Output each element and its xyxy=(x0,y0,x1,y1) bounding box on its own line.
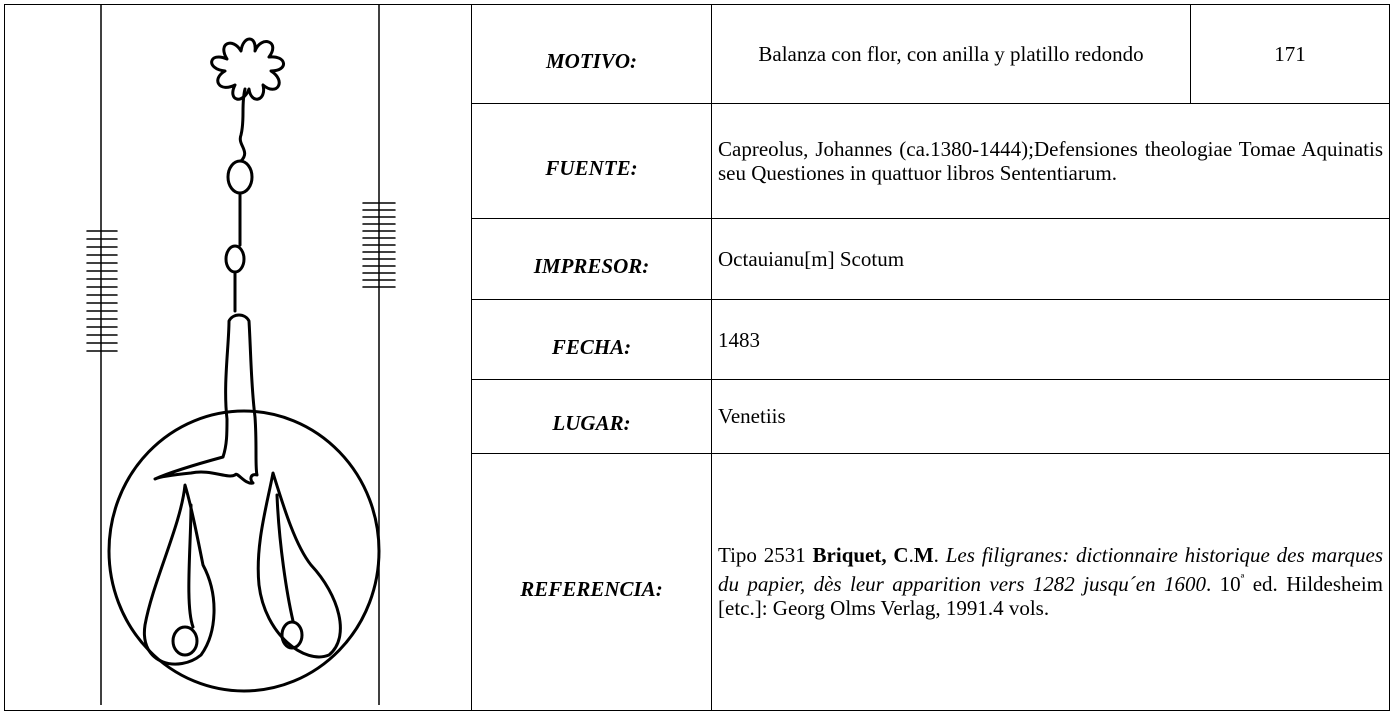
field-label: FECHA: xyxy=(471,299,712,381)
field-value: Venetiis xyxy=(711,379,1390,454)
reference-segment: . 10 xyxy=(1205,572,1241,597)
field-value: Capreolus, Johannes (ca.1380-1444);Defen… xyxy=(711,102,1390,219)
reference-segment: Briquet, C xyxy=(812,543,909,568)
field-label: LUGAR: xyxy=(471,379,712,454)
field-label: IMPRESOR: xyxy=(471,217,712,301)
record-number: 171 xyxy=(1190,4,1390,104)
reference-segment: . xyxy=(933,543,946,568)
record-sheet: MOTIVO: Balanza con flor, con anilla y p… xyxy=(4,4,1390,711)
reference-segment: ª xyxy=(1240,571,1245,587)
record-table: MOTIVO: Balanza con flor, con anilla y p… xyxy=(4,4,1390,711)
reference-text: Tipo 2531 Briquet, C.M. Les filigranes: … xyxy=(711,452,1390,711)
reference-segment: Tipo 2531 xyxy=(718,543,813,568)
reference-segment: . xyxy=(908,543,914,568)
field-value: Balanza con flor, con anilla y platillo … xyxy=(711,4,1191,104)
field-value: Octauianu[m] Scotum xyxy=(711,217,1390,301)
reference-segment: Les filigranes: dictionnaire historique … xyxy=(718,543,1384,597)
reference-segment: ed. Hildesheim [etc.]: Georg Olms Verlag… xyxy=(718,572,1384,621)
field-label: FUENTE: xyxy=(471,102,712,219)
field-label: MOTIVO: xyxy=(471,4,712,104)
field-label: REFERENCIA: xyxy=(471,452,712,711)
field-value: 1483 xyxy=(711,299,1390,381)
watermark-drawing xyxy=(86,4,396,706)
watermark-cell xyxy=(4,4,472,711)
reference-segment: M xyxy=(913,543,934,568)
